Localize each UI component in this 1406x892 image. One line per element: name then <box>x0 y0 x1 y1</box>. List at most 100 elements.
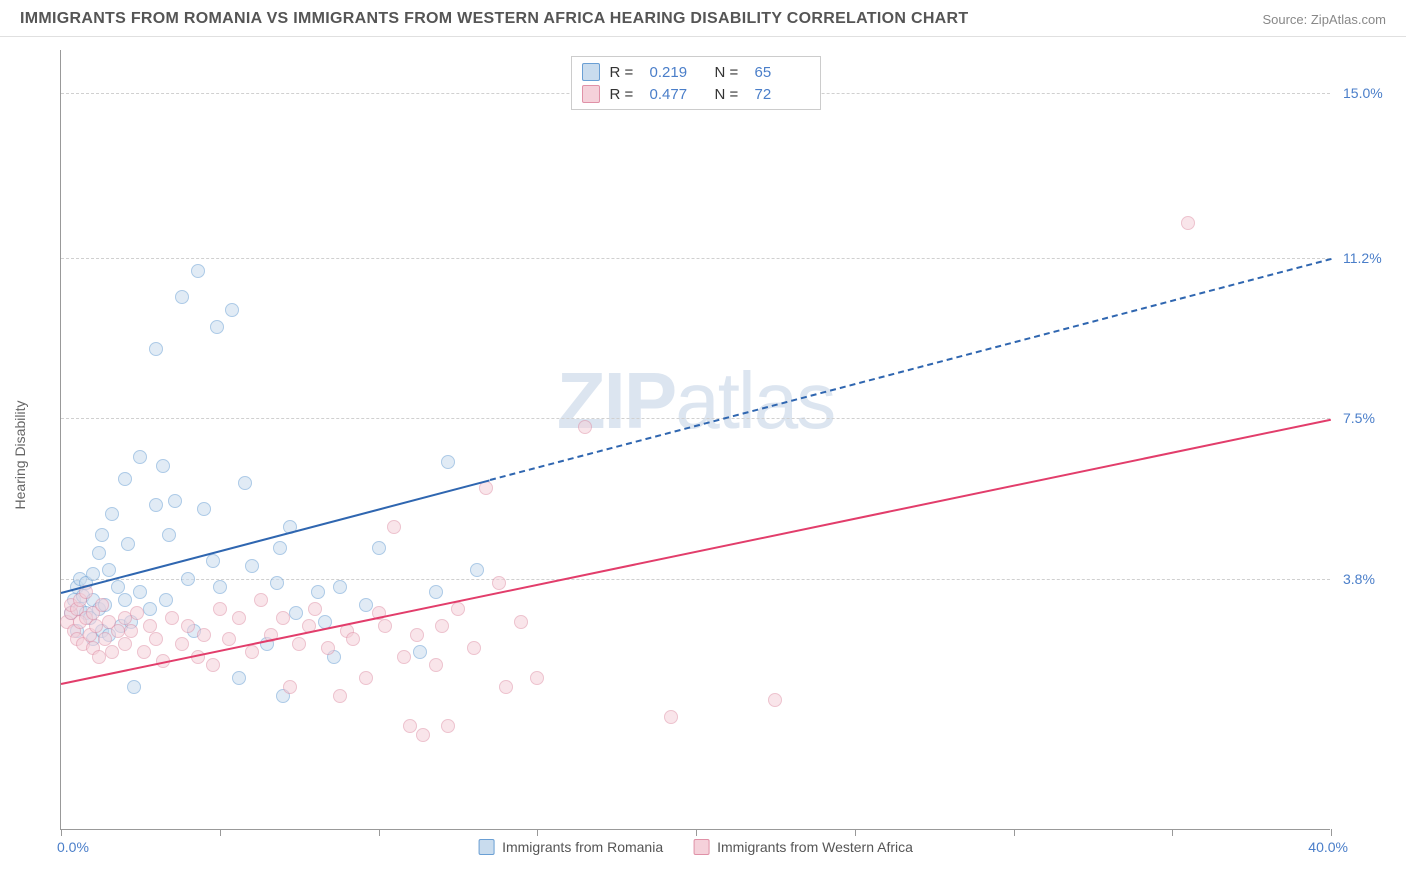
x-tick <box>1172 829 1173 836</box>
scatter-point-wafrica <box>451 602 465 616</box>
scatter-point-romania <box>470 563 484 577</box>
scatter-point-romania <box>245 559 259 573</box>
scatter-point-romania <box>210 320 224 334</box>
x-tick <box>855 829 856 836</box>
scatter-point-romania <box>429 585 443 599</box>
x-tick <box>1014 829 1015 836</box>
scatter-point-romania <box>133 585 147 599</box>
scatter-point-wafrica <box>213 602 227 616</box>
source-label: Source: ZipAtlas.com <box>1262 12 1386 27</box>
scatter-point-wafrica <box>578 420 592 434</box>
scatter-point-romania <box>359 598 373 612</box>
x-tick <box>1331 829 1332 836</box>
scatter-point-wafrica <box>130 606 144 620</box>
scatter-point-romania <box>159 593 173 607</box>
scatter-point-romania <box>92 546 106 560</box>
y-tick-label: 11.2% <box>1343 250 1382 266</box>
scatter-point-wafrica <box>292 637 306 651</box>
scatter-point-romania <box>149 342 163 356</box>
scatter-point-wafrica <box>137 645 151 659</box>
scatter-point-wafrica <box>222 632 236 646</box>
scatter-point-romania <box>311 585 325 599</box>
scatter-point-romania <box>127 680 141 694</box>
legend-stats-row: R = 0.219 N = 65 <box>582 61 810 83</box>
gridline <box>61 258 1330 259</box>
scatter-point-wafrica <box>359 671 373 685</box>
scatter-point-wafrica <box>105 645 119 659</box>
scatter-point-romania <box>118 472 132 486</box>
legend-swatch <box>693 839 709 855</box>
y-axis-label: Hearing Disability <box>12 401 28 510</box>
scatter-point-romania <box>105 507 119 521</box>
legend-swatch <box>582 63 600 81</box>
scatter-point-romania <box>156 459 170 473</box>
scatter-point-romania <box>213 580 227 594</box>
scatter-point-wafrica <box>197 628 211 642</box>
scatter-point-romania <box>168 494 182 508</box>
r-value: 0.477 <box>650 86 705 103</box>
scatter-point-romania <box>149 498 163 512</box>
scatter-point-romania <box>86 567 100 581</box>
scatter-point-romania <box>111 580 125 594</box>
gridline <box>61 418 1330 419</box>
gridline <box>61 579 1330 580</box>
scatter-point-romania <box>197 502 211 516</box>
legend-item: Immigrants from Western Africa <box>693 839 913 855</box>
scatter-point-wafrica <box>165 611 179 625</box>
scatter-point-romania <box>118 593 132 607</box>
scatter-point-romania <box>175 290 189 304</box>
legend-label: Immigrants from Western Africa <box>717 839 913 855</box>
n-value: 72 <box>755 86 810 103</box>
scatter-point-wafrica <box>664 710 678 724</box>
r-label: R = <box>610 64 640 81</box>
regression-line <box>489 258 1331 481</box>
scatter-point-romania <box>133 450 147 464</box>
legend-stats-row: R = 0.477 N = 72 <box>582 83 810 105</box>
scatter-point-wafrica <box>530 671 544 685</box>
scatter-point-wafrica <box>378 619 392 633</box>
scatter-point-wafrica <box>245 645 259 659</box>
scatter-point-romania <box>95 528 109 542</box>
scatter-point-wafrica <box>492 576 506 590</box>
scatter-point-romania <box>143 602 157 616</box>
scatter-point-wafrica <box>416 728 430 742</box>
legend-series: Immigrants from Romania Immigrants from W… <box>478 839 913 855</box>
scatter-point-wafrica <box>768 693 782 707</box>
scatter-point-romania <box>121 537 135 551</box>
scatter-point-romania <box>289 606 303 620</box>
x-tick <box>537 829 538 836</box>
scatter-point-wafrica <box>410 628 424 642</box>
chart-header: IMMIGRANTS FROM ROMANIA VS IMMIGRANTS FR… <box>0 0 1406 37</box>
scatter-point-romania <box>333 580 347 594</box>
plot-area: ZIPatlas 3.8%7.5%11.2%15.0%0.0%40.0%R =0… <box>60 50 1330 830</box>
scatter-point-wafrica <box>397 650 411 664</box>
scatter-point-romania <box>273 541 287 555</box>
scatter-point-wafrica <box>283 680 297 694</box>
r-label: R = <box>610 86 640 103</box>
y-tick-label: 15.0% <box>1343 85 1383 101</box>
y-tick-label: 3.8% <box>1343 571 1375 587</box>
r-value: 0.219 <box>650 64 705 81</box>
scatter-point-wafrica <box>1181 216 1195 230</box>
legend-item: Immigrants from Romania <box>478 839 663 855</box>
scatter-point-wafrica <box>206 658 220 672</box>
scatter-point-wafrica <box>118 637 132 651</box>
scatter-point-romania <box>413 645 427 659</box>
n-value: 65 <box>755 64 810 81</box>
scatter-point-romania <box>372 541 386 555</box>
x-tick <box>220 829 221 836</box>
scatter-point-wafrica <box>346 632 360 646</box>
scatter-point-romania <box>441 455 455 469</box>
legend-label: Immigrants from Romania <box>502 839 663 855</box>
legend-swatch <box>582 85 600 103</box>
legend-stats: R = 0.219 N = 65 R = 0.477 N = 72 <box>571 56 821 110</box>
x-tick <box>61 829 62 836</box>
scatter-point-romania <box>102 563 116 577</box>
y-tick-label: 7.5% <box>1343 410 1375 426</box>
scatter-point-wafrica <box>467 641 481 655</box>
scatter-point-romania <box>162 528 176 542</box>
n-label: N = <box>715 86 745 103</box>
n-label: N = <box>715 64 745 81</box>
scatter-point-romania <box>238 476 252 490</box>
x-right-label: 40.0% <box>1308 839 1348 855</box>
